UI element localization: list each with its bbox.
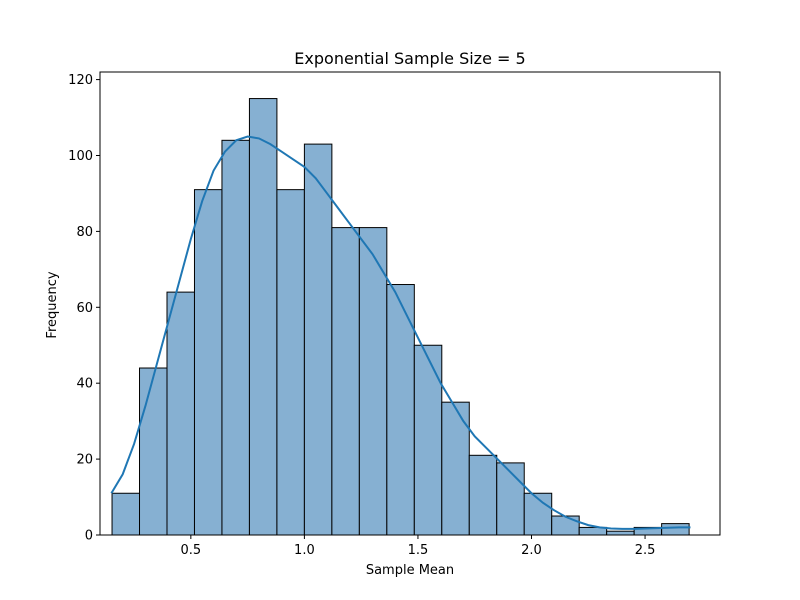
- plot-frame: [99, 71, 721, 536]
- x-axis-label: Sample Mean: [366, 563, 454, 578]
- histogram-bar: [358, 227, 388, 536]
- histogram-bar: [661, 523, 690, 536]
- y-tick-label: 60: [76, 301, 93, 316]
- histogram-bar: [413, 344, 443, 536]
- y-tick-label: 0: [85, 529, 93, 544]
- kde-curve: [110, 135, 691, 530]
- histogram-bar: [386, 284, 415, 536]
- histogram-bar: [276, 189, 305, 536]
- histogram-bar: [248, 98, 278, 536]
- histogram-bar: [139, 367, 168, 536]
- x-tick-label: 1.5: [408, 543, 429, 558]
- histogram-bar: [606, 530, 635, 536]
- x-tick-label: 2.5: [635, 543, 656, 558]
- histogram-bar: [496, 462, 525, 536]
- histogram-bar: [221, 139, 250, 536]
- x-tick-label: 2.0: [521, 543, 542, 558]
- y-tick-label: 20: [76, 453, 93, 468]
- y-tick-label: 80: [76, 225, 93, 240]
- y-tick-label: 100: [68, 149, 93, 164]
- chart-title: Exponential Sample Size = 5: [294, 49, 525, 68]
- x-axis: 0.5 1.0 1.5 2.0 2.5: [180, 535, 655, 558]
- y-axis: 0 20 40 60 80 100 120: [68, 73, 100, 544]
- histogram-bar: [193, 189, 223, 536]
- x-tick-label: 1.0: [294, 543, 315, 558]
- histogram-bar: [551, 515, 580, 536]
- histogram-bar: [111, 492, 141, 536]
- histogram-bar: [331, 227, 360, 536]
- y-tick-label: 120: [68, 73, 93, 88]
- y-tick-label: 40: [76, 377, 93, 392]
- histogram-bar: [166, 291, 195, 536]
- y-axis-label: Frequency: [45, 271, 60, 338]
- x-tick-label: 0.5: [180, 543, 201, 558]
- histogram-bar: [468, 454, 498, 536]
- histogram-bars: [111, 98, 690, 536]
- histogram-bar: [303, 143, 333, 536]
